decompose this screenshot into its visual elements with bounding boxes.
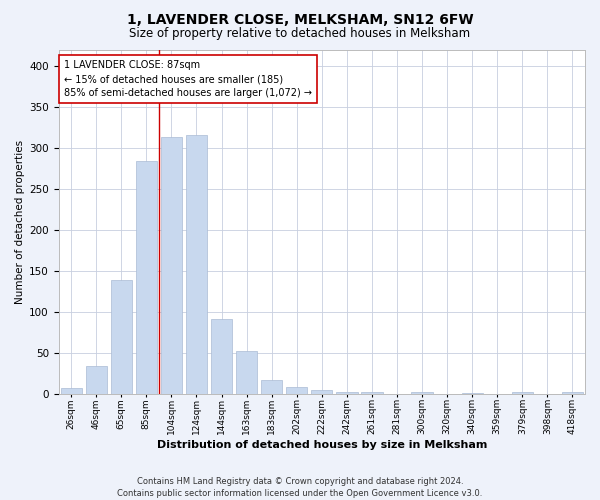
Bar xyxy=(211,320,232,394)
Bar xyxy=(61,388,82,394)
Bar xyxy=(110,280,132,394)
Y-axis label: Number of detached properties: Number of detached properties xyxy=(15,140,25,304)
Bar xyxy=(361,392,383,394)
X-axis label: Distribution of detached houses by size in Melksham: Distribution of detached houses by size … xyxy=(157,440,487,450)
Bar xyxy=(562,392,583,394)
Bar xyxy=(512,392,533,394)
Bar xyxy=(412,392,433,394)
Text: Size of property relative to detached houses in Melksham: Size of property relative to detached ho… xyxy=(130,28,470,40)
Text: 1, LAVENDER CLOSE, MELKSHAM, SN12 6FW: 1, LAVENDER CLOSE, MELKSHAM, SN12 6FW xyxy=(127,12,473,26)
Bar xyxy=(261,380,283,394)
Text: 1 LAVENDER CLOSE: 87sqm
← 15% of detached houses are smaller (185)
85% of semi-d: 1 LAVENDER CLOSE: 87sqm ← 15% of detache… xyxy=(64,60,312,98)
Bar xyxy=(161,137,182,394)
Bar xyxy=(311,390,332,394)
Bar xyxy=(286,388,307,394)
Bar xyxy=(336,392,358,394)
Text: Contains HM Land Registry data © Crown copyright and database right 2024.
Contai: Contains HM Land Registry data © Crown c… xyxy=(118,476,482,498)
Bar xyxy=(136,160,157,394)
Bar xyxy=(86,366,107,394)
Bar xyxy=(461,393,483,394)
Bar xyxy=(186,135,207,394)
Bar xyxy=(236,352,257,394)
